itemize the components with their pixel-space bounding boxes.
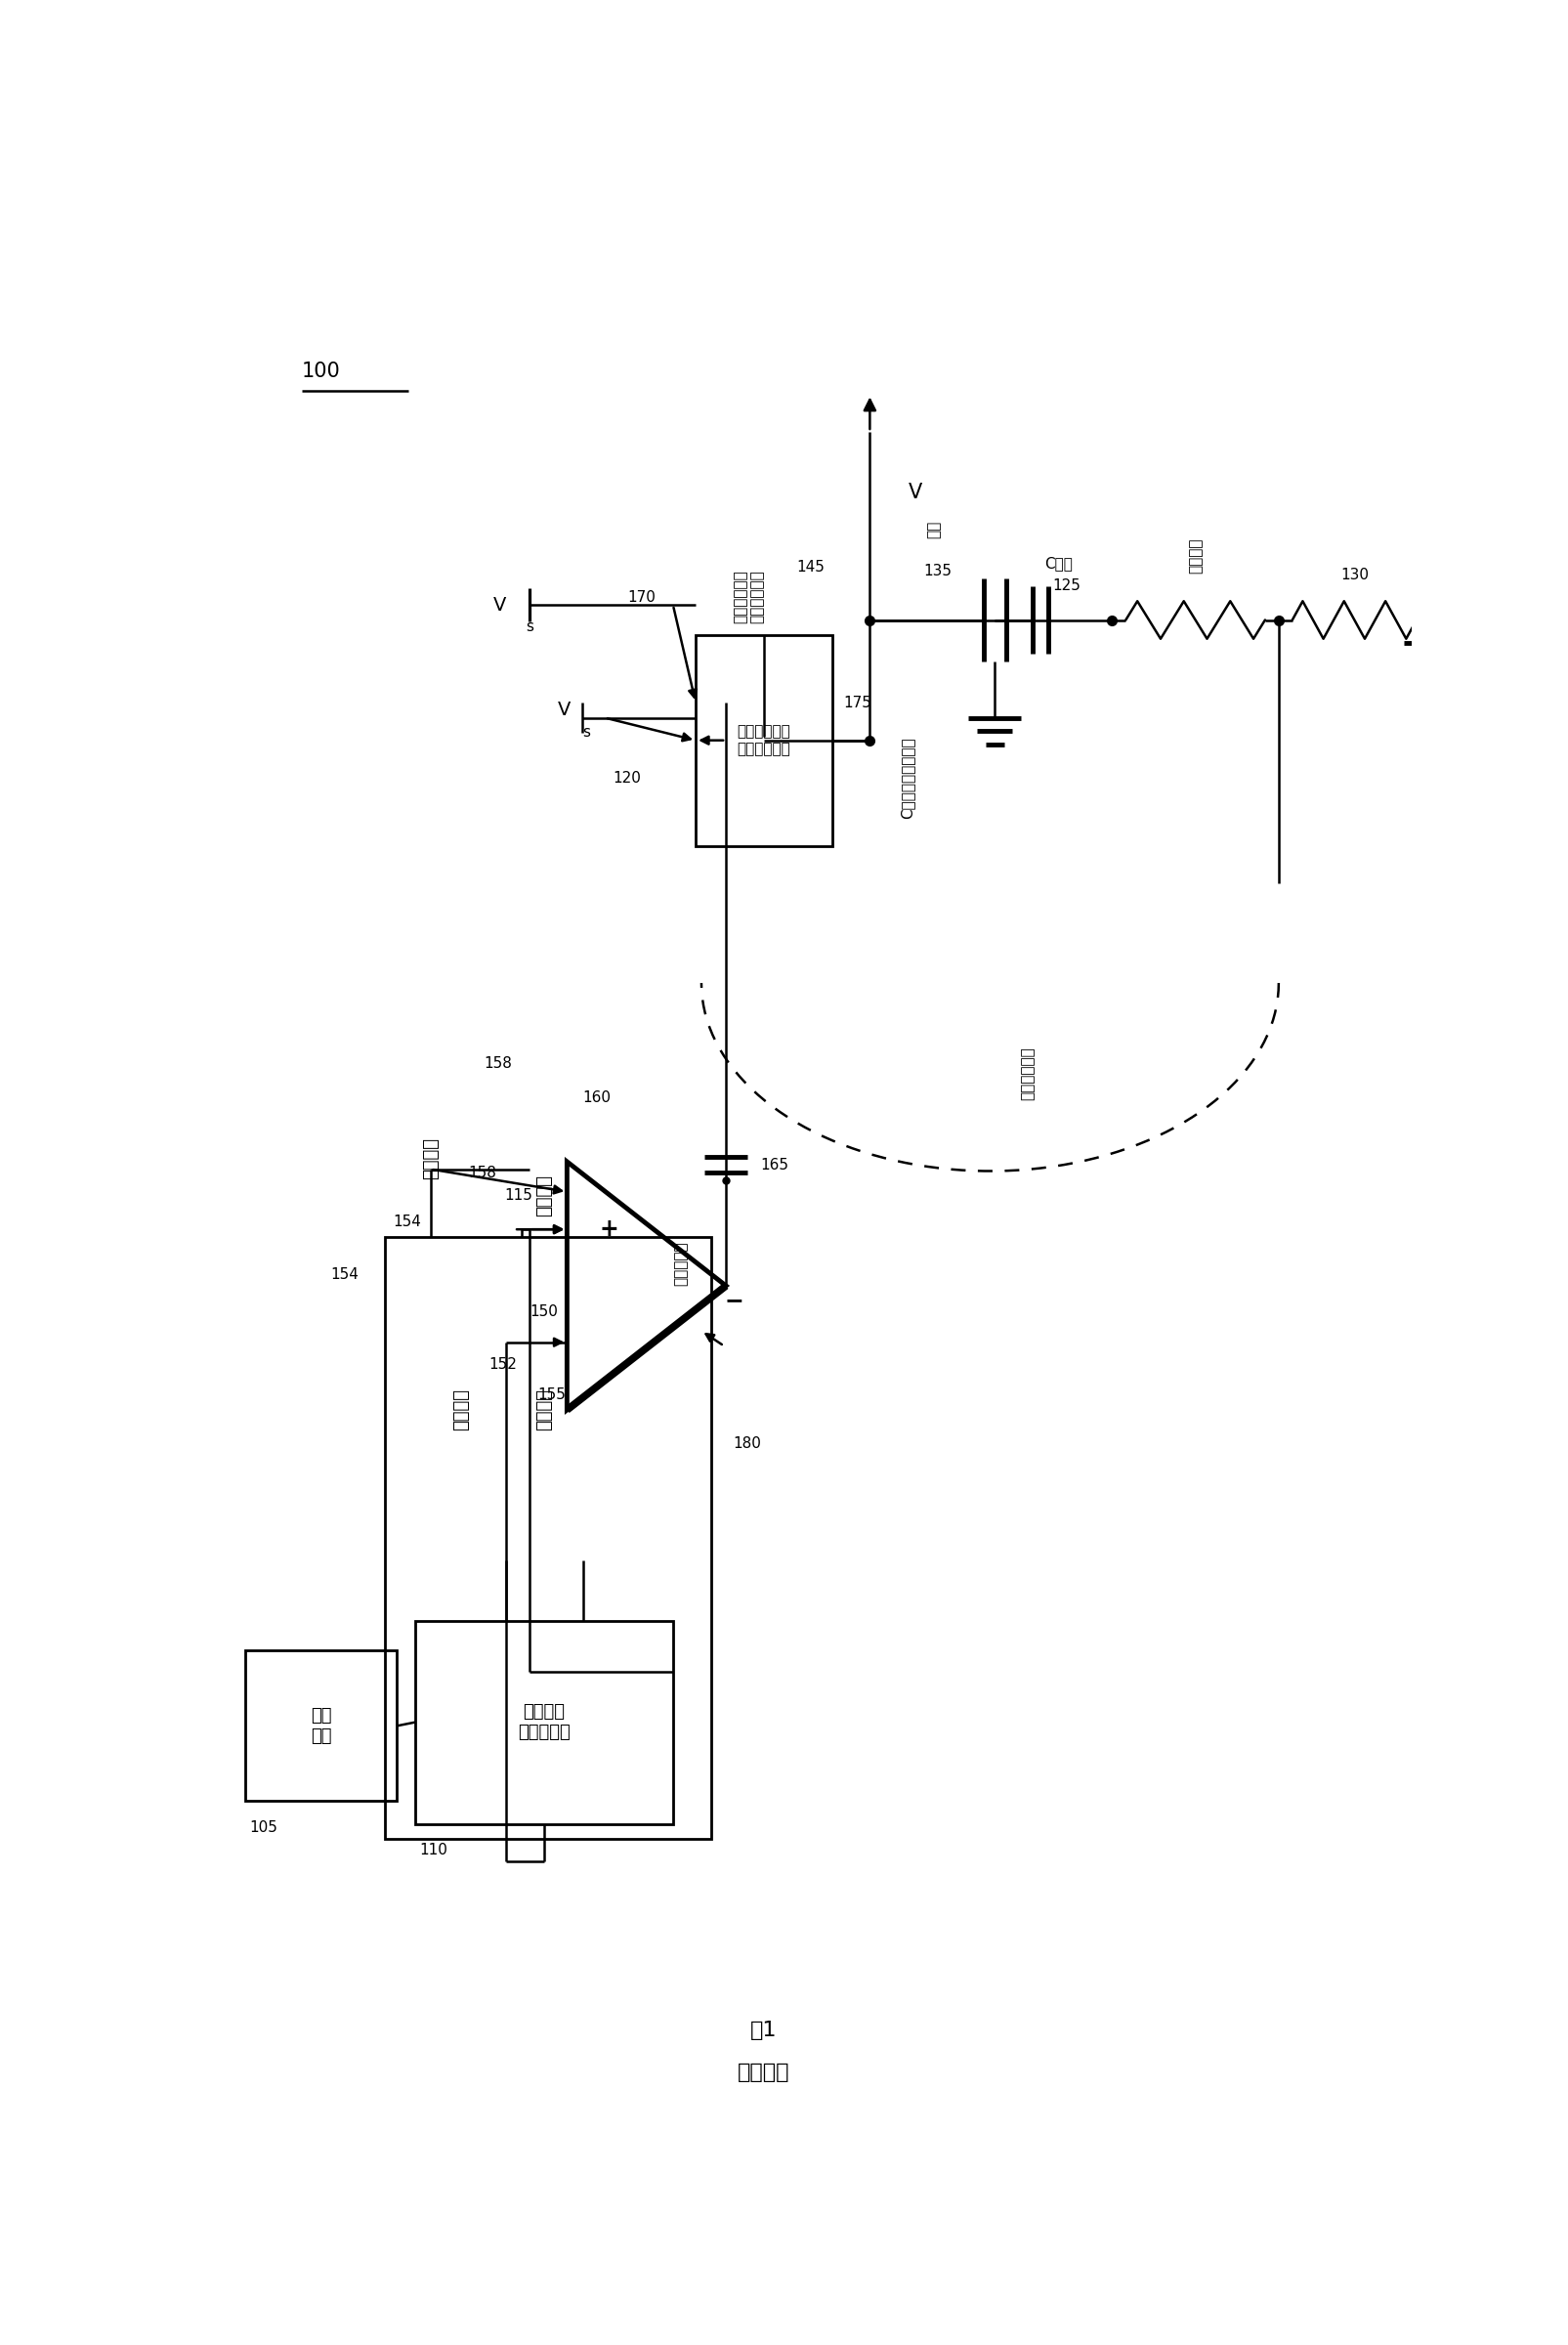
- Text: 金属氧化物半
导体传送装置: 金属氧化物半 导体传送装置: [732, 570, 765, 624]
- Text: C金属氧化物半导体: C金属氧化物半导体: [900, 736, 916, 818]
- Text: 150: 150: [530, 1304, 558, 1320]
- Bar: [416, 1620, 673, 1824]
- Text: 启动
电路: 启动 电路: [310, 1707, 331, 1745]
- Text: 参考电压: 参考电压: [536, 1388, 554, 1430]
- Text: 155: 155: [538, 1388, 566, 1402]
- Bar: [696, 635, 833, 847]
- Text: 180: 180: [732, 1437, 760, 1452]
- Text: 现有技术: 现有技术: [737, 2061, 790, 2082]
- Text: 曲率校正
的带隙电路: 曲率校正 的带隙电路: [517, 1702, 571, 1740]
- Text: 120: 120: [613, 772, 641, 786]
- Text: 165: 165: [760, 1158, 789, 1172]
- Text: 参考电压: 参考电压: [536, 1175, 554, 1217]
- Text: 105: 105: [249, 1820, 278, 1834]
- Text: 100: 100: [303, 361, 340, 382]
- Text: 参考电流: 参考电流: [422, 1137, 439, 1180]
- Text: 金属氧化物半
导体传送装置: 金属氧化物半 导体传送装置: [737, 725, 790, 755]
- Text: 输出: 输出: [927, 521, 941, 539]
- Text: +: +: [599, 1217, 618, 1241]
- Text: 130: 130: [1341, 567, 1369, 582]
- Text: 误差放大器: 误差放大器: [673, 1241, 688, 1285]
- Text: 125: 125: [1052, 579, 1080, 593]
- Text: V: V: [494, 596, 506, 614]
- Text: 电阔器桥: 电阔器桥: [1189, 537, 1203, 575]
- Text: C输出: C输出: [1044, 556, 1073, 570]
- Text: 参考电流: 参考电流: [452, 1388, 470, 1430]
- Text: 175: 175: [844, 696, 872, 711]
- Text: 158: 158: [483, 1058, 511, 1072]
- Text: 158: 158: [469, 1165, 497, 1180]
- Bar: [245, 1651, 397, 1801]
- Text: 160: 160: [582, 1090, 610, 1104]
- Text: 误差校正回路: 误差校正回路: [1021, 1046, 1035, 1100]
- Text: 110: 110: [419, 1843, 447, 1857]
- Text: s: s: [582, 725, 590, 741]
- Text: −: −: [724, 1290, 743, 1313]
- Text: 145: 145: [797, 560, 825, 575]
- Text: s: s: [525, 619, 533, 635]
- Text: 170: 170: [627, 591, 655, 605]
- Text: 154: 154: [331, 1266, 359, 1283]
- Text: 152: 152: [489, 1358, 517, 1372]
- Bar: [386, 1236, 710, 1838]
- Text: V: V: [908, 483, 922, 502]
- Text: 154: 154: [394, 1215, 422, 1229]
- Text: V: V: [558, 701, 571, 720]
- Text: 135: 135: [924, 563, 952, 579]
- Text: 图1: 图1: [751, 2021, 778, 2040]
- Text: 115: 115: [505, 1189, 533, 1203]
